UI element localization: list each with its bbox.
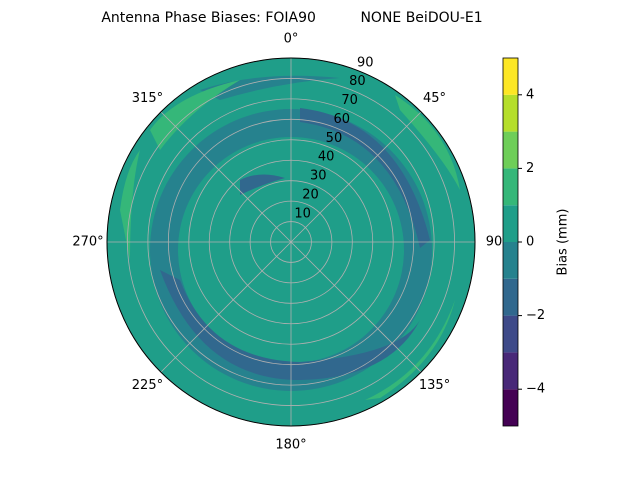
- theta-tick-label: 0°: [284, 32, 299, 47]
- r-tick-label: 30: [310, 169, 327, 184]
- contour-region: [150, 80, 240, 150]
- theta-tick-label: 270°: [72, 235, 103, 250]
- grid-spoke: [160, 241, 292, 373]
- contour-region: [240, 174, 285, 195]
- grid-spoke: [160, 111, 292, 243]
- r-tick-label: 20: [302, 187, 319, 202]
- colorbar-band: [503, 205, 518, 242]
- polar-frame: [106, 57, 476, 427]
- colorbar-band: [503, 94, 518, 132]
- chart-title: Antenna Phase Biases: FOIA90 NONE BeiDOU…: [101, 10, 482, 26]
- colorbar-band: [503, 242, 518, 279]
- theta-tick-label: 225°: [132, 378, 163, 393]
- r-tick-label: 90: [357, 55, 374, 70]
- colorbar-band: [503, 352, 518, 390]
- colorbar-tick-label: −4: [526, 382, 545, 397]
- colorbar-label: Bias (mm): [556, 209, 571, 276]
- theta-tick-label: 135°: [419, 378, 450, 393]
- colorbar-band: [503, 58, 518, 95]
- colorbar-band: [503, 315, 518, 353]
- theta-tick-label: 90: [486, 235, 503, 250]
- colorbar-tick-label: 2: [526, 161, 534, 176]
- colorbar-band: [503, 389, 518, 426]
- colorbar-band: [503, 278, 518, 316]
- contour-region: [120, 150, 140, 260]
- colorbar-band: [503, 131, 518, 169]
- colorbar-tick-label: 0: [526, 235, 534, 250]
- polar-grid: [106, 57, 476, 427]
- theta-tick-label: 180°: [275, 438, 306, 453]
- contour-region: [395, 95, 460, 190]
- contour-region: [300, 108, 430, 248]
- r-tick-label: 10: [294, 206, 311, 221]
- colorbar-tick-label: 4: [526, 87, 534, 102]
- theta-tick-label: 315°: [132, 91, 163, 106]
- r-tick-label: 70: [341, 93, 358, 108]
- r-tick-label: 60: [333, 112, 350, 127]
- contour-region: [160, 270, 420, 380]
- r-tick-label: 80: [349, 74, 366, 89]
- theta-tick-label: 45°: [423, 91, 446, 106]
- r-tick-label: 50: [326, 131, 343, 146]
- grid-spoke: [290, 111, 422, 243]
- colorbar-tick-label: −2: [526, 308, 545, 323]
- r-tick-label: 40: [318, 150, 335, 165]
- grid-spoke: [290, 241, 422, 373]
- colorbar-band: [503, 168, 518, 206]
